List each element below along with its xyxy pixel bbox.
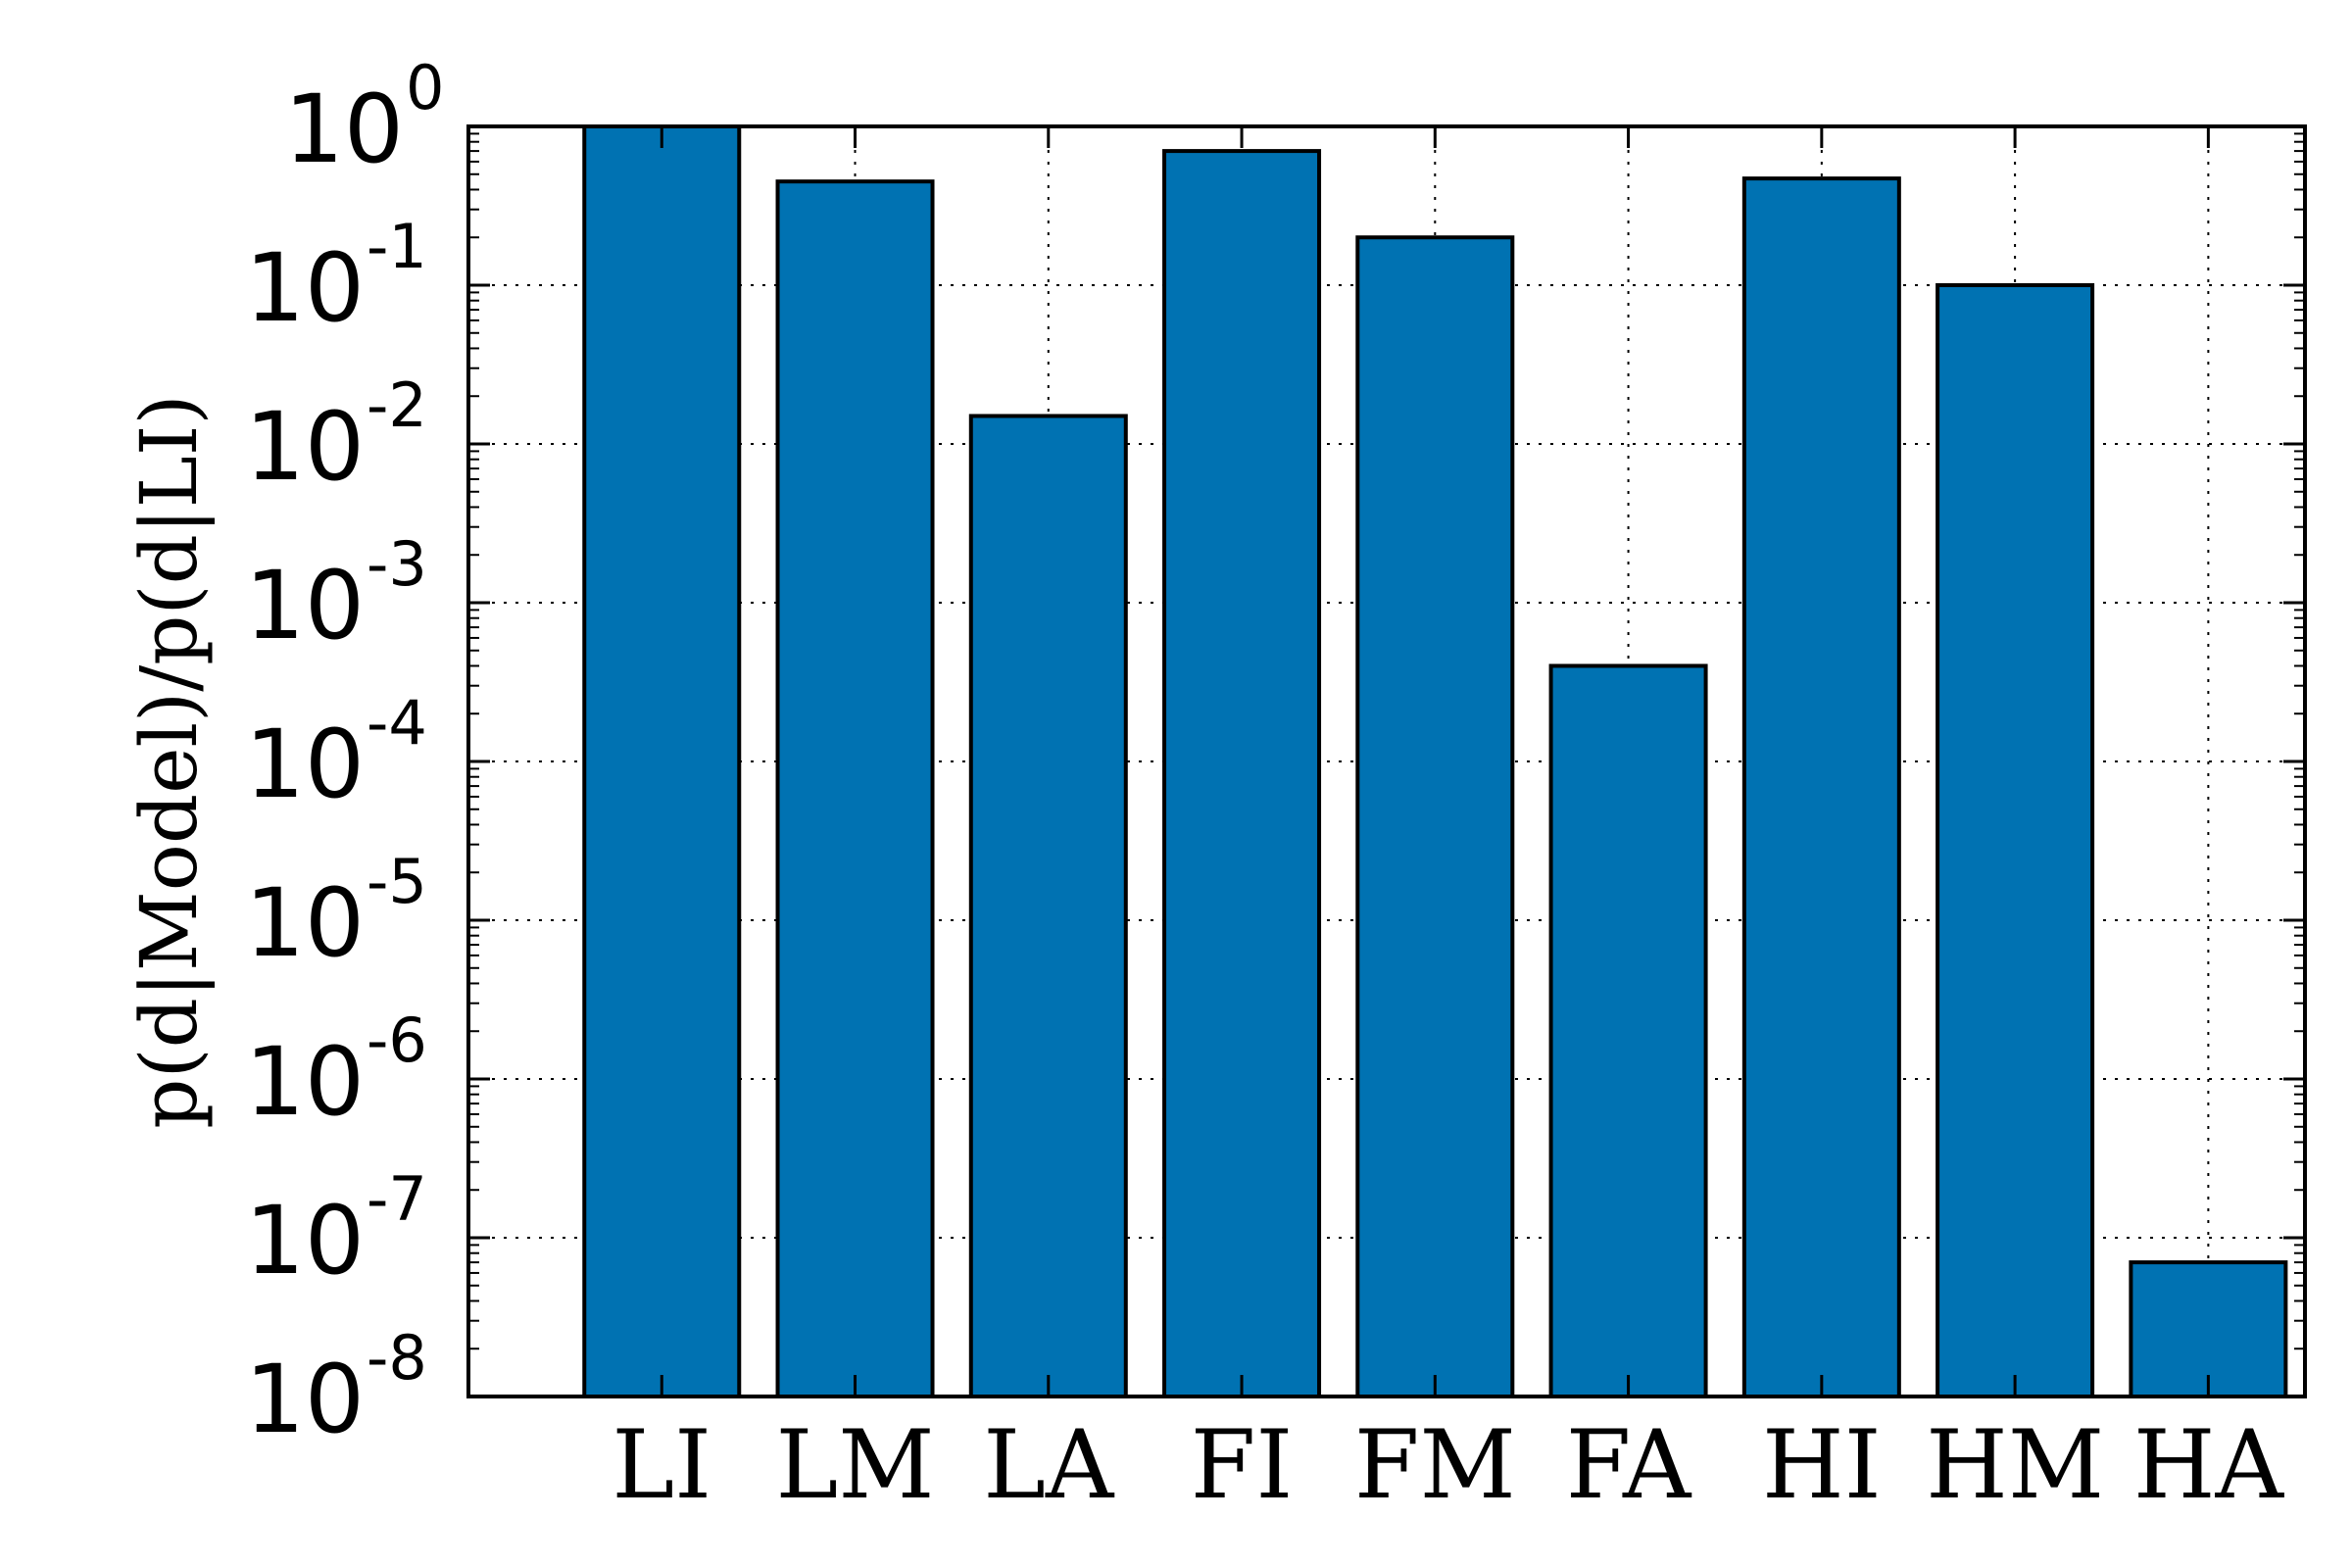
y-tick-exponent: 0 [406,52,444,123]
bars [582,124,2288,1399]
x-tick-label: LI [612,1410,711,1520]
y-tick-label: 10 -3 [245,528,427,661]
y-tick-base: 10 [245,1186,365,1296]
y-tick-base: 10 [245,710,365,819]
y-axis-label: p(d|Model)/p(d|LI) [123,394,215,1129]
y-tick-base: 10 [245,1345,365,1454]
x-tick-label: HI [1762,1410,1882,1520]
x-tick-label: LM [776,1410,935,1520]
x-tick-labels: LI LM LA FI FM FA HI HM HA [612,1410,2284,1520]
y-tick-base: 10 [245,868,365,978]
bar-hm [1936,283,2095,1398]
x-tick-label: FA [1566,1410,1692,1520]
y-tick-exponent: -6 [367,1004,427,1076]
y-tick-label: 10 -7 [245,1163,427,1296]
y-tick-exponent: -4 [367,687,427,759]
y-tick-exponent: -8 [367,1322,427,1394]
y-tick-exponent: -1 [367,211,427,282]
y-tick-base: 10 [245,551,365,661]
plot-frame [466,124,2307,1398]
y-tick-label: 10 -5 [245,846,427,978]
y-tick-exponent: -2 [367,369,427,441]
bar-li [582,124,742,1398]
x-tick-label: HA [2133,1410,2285,1520]
y-tick-exponent: -3 [367,528,427,600]
x-tick-label: FM [1354,1410,1516,1520]
bar-lm [775,179,935,1398]
bar-fm [1355,235,1515,1398]
y-tick-label: 10 -8 [245,1322,427,1454]
bar-fi [1162,149,1322,1398]
x-tick-label: FI [1191,1410,1294,1520]
y-tick-base: 10 [284,74,404,184]
x-tick-label: LA [983,1410,1115,1520]
y-tick-label: 10 -1 [245,211,427,343]
y-tick-label: 10 -2 [245,369,427,502]
y-tick-exponent: -5 [367,846,427,917]
y-tick-exponent: -7 [367,1163,427,1235]
y-tick-label: 10 0 [284,52,445,184]
y-tick-label: 10 -4 [245,687,427,819]
y-tick-base: 10 [245,392,365,502]
y-tick-base: 10 [245,1027,365,1137]
x-tick-label: HM [1926,1410,2104,1520]
bar-fa [1548,663,1708,1398]
bar-la [968,414,1128,1398]
y-tick-base: 10 [245,233,365,343]
bar-hi [1741,176,1901,1399]
y-tick-label: 10 -6 [245,1004,427,1137]
